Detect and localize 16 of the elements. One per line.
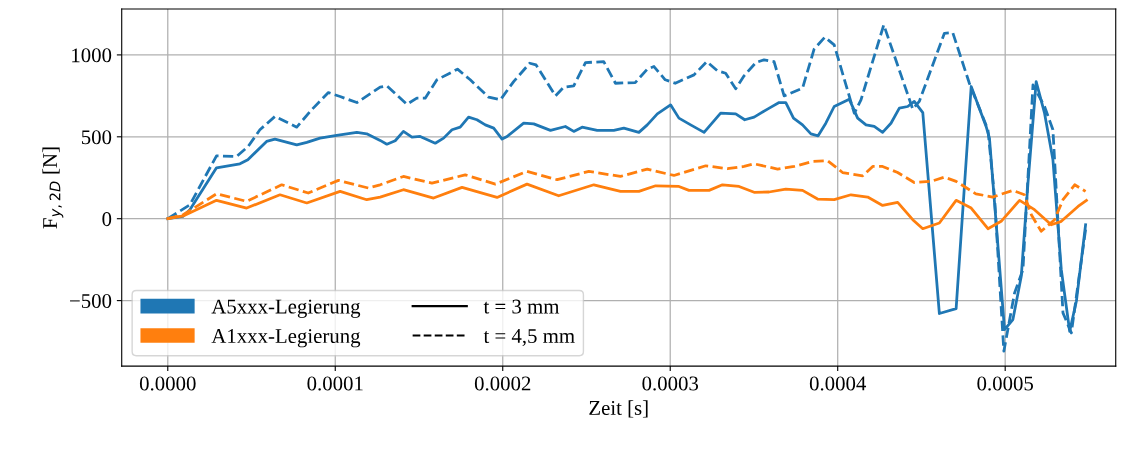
x-tick-label: 0.0003: [642, 376, 699, 391]
annotation: t = 3 mm: [483, 299, 560, 314]
y-axis-title: F$_{y,2D}$ [N]: [42, 147, 64, 229]
x-tick-label: 0.0005: [977, 376, 1034, 391]
y-tick-label: 1000: [72, 48, 112, 63]
x-tick-label: 0.0000: [139, 376, 196, 391]
y-tick-label: −500: [70, 293, 112, 309]
legend-label: A5xxx-Legierung: [211, 299, 361, 318]
x-tick-label: 0.0001: [307, 376, 363, 391]
y-tick-label: 0: [102, 212, 112, 227]
legend-label: A1xxx-Legierung: [211, 329, 361, 348]
y-tick-label: 500: [81, 130, 112, 145]
annotation: t = 4,5 mm: [483, 329, 575, 347]
x-tick-label: 0.0002: [474, 376, 531, 391]
x-axis-title: Zeit [s]: [589, 400, 648, 418]
x-tick-label: 0.0004: [809, 376, 867, 391]
